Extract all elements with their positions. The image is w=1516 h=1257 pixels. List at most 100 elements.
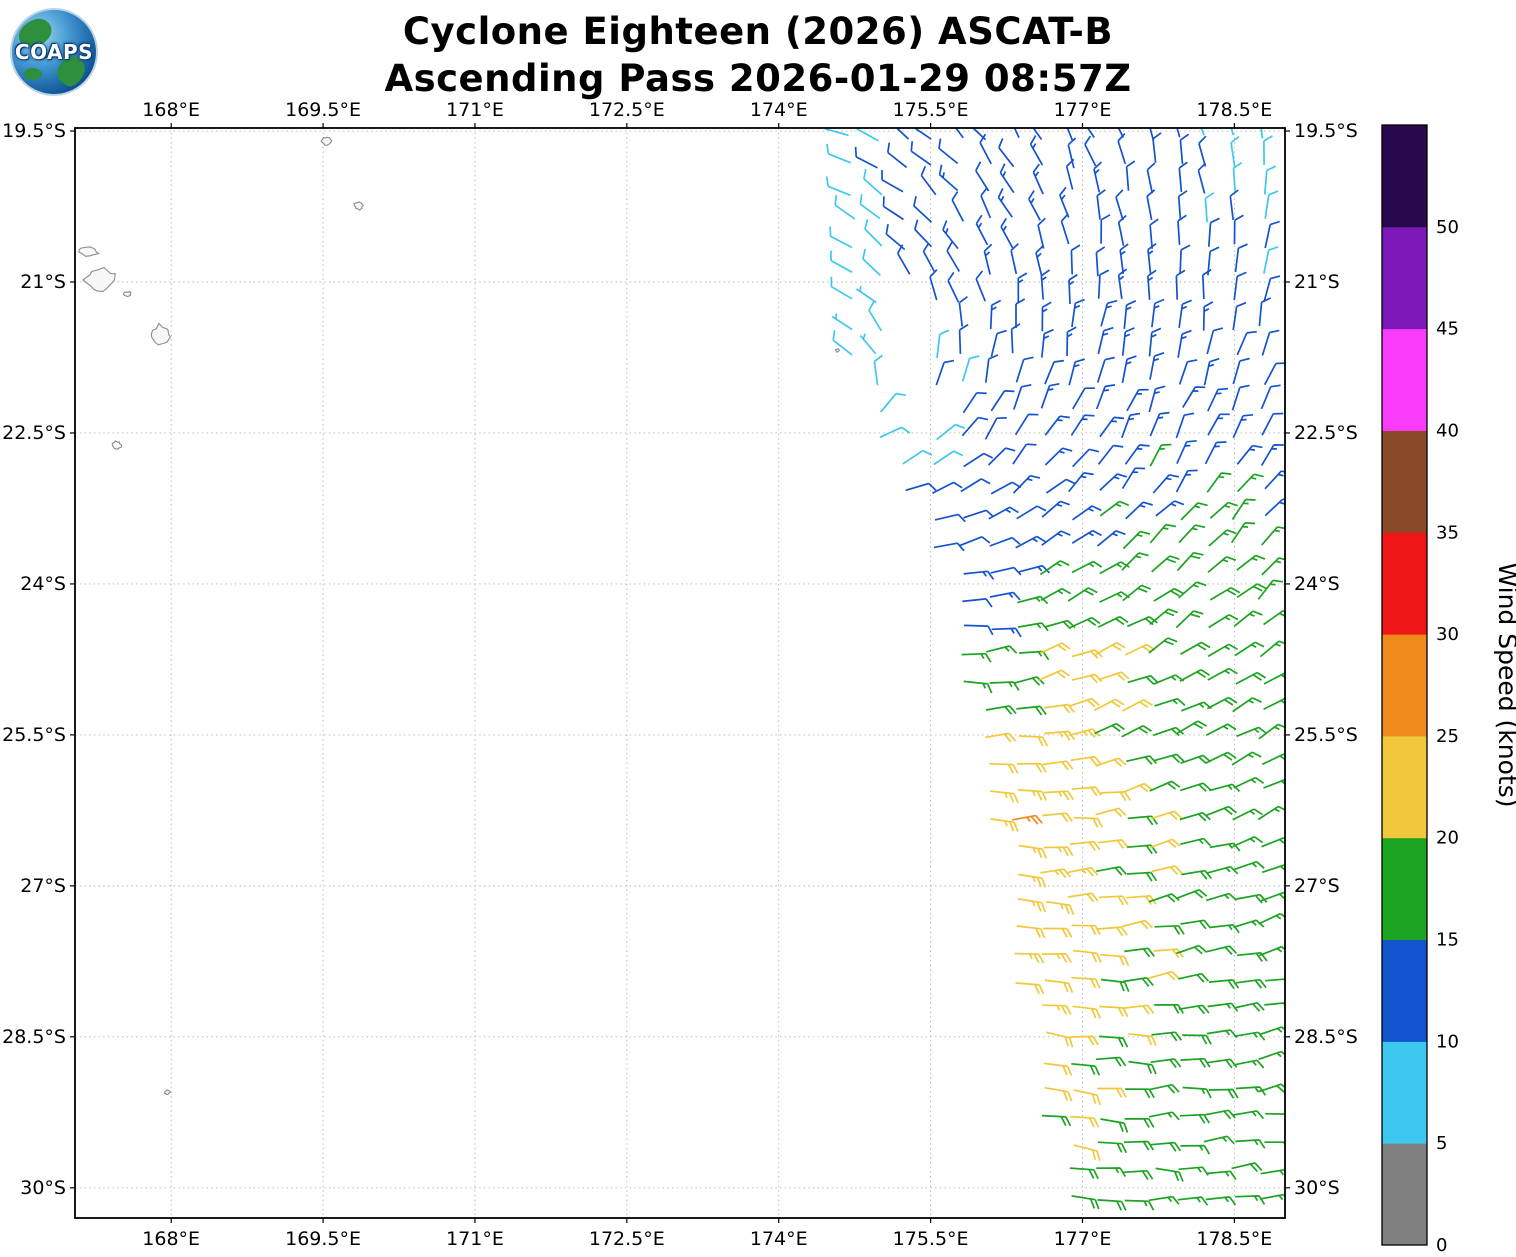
wind-barb: [1149, 351, 1165, 380]
coastline-layer: [78, 136, 841, 1096]
wind-barb: [1180, 837, 1212, 847]
wind-barb: [1258, 1026, 1285, 1036]
wind-barb: [859, 333, 877, 355]
wind-barb: [1099, 561, 1130, 575]
island-coastline: [834, 348, 841, 353]
wind-barb: [826, 143, 852, 164]
wind-barb: [1232, 413, 1254, 439]
wind-barb: [1231, 751, 1262, 766]
wind-barb: [984, 354, 999, 383]
wind-barb: [910, 141, 932, 166]
wind-barb: [1180, 701, 1213, 712]
colorbar-segment: [1382, 634, 1427, 737]
wind-barb: [1042, 760, 1074, 771]
wind-barb: [1176, 128, 1181, 138]
wind-barb: [1071, 924, 1101, 936]
wind-barb: [1231, 1162, 1263, 1172]
wind-barb: [1097, 926, 1128, 937]
wind-barb: [1128, 1032, 1157, 1047]
wind-barb: [963, 570, 995, 580]
lat-tick-label-right: 30°S: [1294, 1177, 1340, 1199]
wind-barb: [1176, 551, 1204, 572]
lon-tick-label-bottom: 168°E: [142, 1228, 200, 1250]
wind-barb: [1093, 161, 1102, 193]
wind-barb: [1176, 439, 1197, 465]
wind-barb: [829, 226, 853, 249]
wind-barb: [1125, 1088, 1155, 1099]
wind-barb: [990, 790, 1019, 804]
wind-barb: [1117, 133, 1127, 165]
wind-barb: [963, 680, 993, 694]
wind-barb: [1209, 842, 1241, 852]
wind-barb: [859, 194, 881, 220]
wind-barb: [1067, 137, 1077, 169]
wind-barb: [1236, 444, 1263, 465]
wind-barb: [1149, 128, 1155, 142]
wind-barb: [920, 165, 937, 196]
wind-barb: [1122, 530, 1151, 550]
wind-barb: [1011, 814, 1043, 825]
wind-barb: [1236, 330, 1257, 356]
wind-barb: [1261, 557, 1285, 576]
wind-barb: [1041, 1114, 1072, 1127]
axis-tick-layer: [70, 123, 1290, 1223]
wind-barb: [1019, 650, 1050, 661]
wind-barb: [1126, 388, 1149, 412]
wind-barb: [985, 732, 1017, 743]
wind-barb: [1099, 1035, 1129, 1048]
colorbar-segment: [1382, 532, 1427, 635]
wind-barb: [831, 313, 853, 331]
wind-barb: [1117, 268, 1128, 300]
wind-barb: [1040, 328, 1054, 358]
wind-barb: [1042, 812, 1073, 823]
wind-barb: [1121, 327, 1135, 356]
wind-barb: [1154, 924, 1185, 935]
wind-barb: [1098, 839, 1129, 849]
lon-tick-label-bottom: 177°E: [1054, 1228, 1112, 1250]
wind-barb: [1175, 610, 1204, 629]
colorbar-tick-label: 30: [1436, 624, 1459, 645]
coaps-logo-text: COAPS: [14, 40, 94, 64]
wind-barb: [961, 355, 980, 382]
wind-barb: [1258, 297, 1272, 327]
wind-barb: [1046, 1031, 1074, 1048]
wind-barb: [1150, 1141, 1182, 1152]
wind-barb: [1121, 782, 1153, 794]
island-coastline: [78, 246, 101, 257]
wind-barb: [958, 296, 968, 327]
wind-barb: [997, 188, 1013, 218]
wind-barb: [998, 138, 1015, 168]
wind-barb: [1044, 447, 1073, 466]
wind-barb: [1263, 165, 1277, 195]
wind-barb: [1018, 735, 1049, 747]
wind-barb: [983, 243, 993, 275]
wind-barb: [1260, 1168, 1285, 1176]
wind-barb: [1010, 243, 1019, 275]
wind-barb: [1151, 810, 1183, 821]
wind-barb: [1124, 643, 1156, 656]
wind-barb: [1070, 755, 1102, 766]
wind-barb: [1260, 128, 1264, 139]
wind-barb: [1206, 1170, 1237, 1180]
wind-barb: [1233, 860, 1265, 871]
colorbar-tick-label: 5: [1436, 1133, 1447, 1154]
wind-barb: [1095, 1056, 1127, 1067]
wind-barb: [1151, 555, 1180, 573]
wind-barb: [1071, 560, 1103, 574]
wind-barb: [1261, 526, 1285, 546]
wind-barb: [1202, 301, 1214, 331]
lon-tick-label-top: 177°E: [1054, 99, 1112, 121]
lat-tick-label-left: 28.5°S: [2, 1026, 66, 1048]
wind-barb: [1233, 214, 1244, 245]
wind-barb: [1097, 1141, 1128, 1154]
wind-barb: [1149, 218, 1159, 249]
wind-barb: [1100, 214, 1111, 244]
wind-barb: [1178, 1166, 1209, 1176]
wind-barb: [1233, 1001, 1265, 1012]
wind-barb: [922, 242, 936, 273]
wind-barb: [1152, 474, 1180, 494]
wind-barb: [1178, 581, 1207, 599]
wind-barb: [1233, 1110, 1265, 1120]
wind-barb: [962, 598, 993, 608]
lat-tick-label-right: 25.5°S: [1294, 724, 1358, 746]
